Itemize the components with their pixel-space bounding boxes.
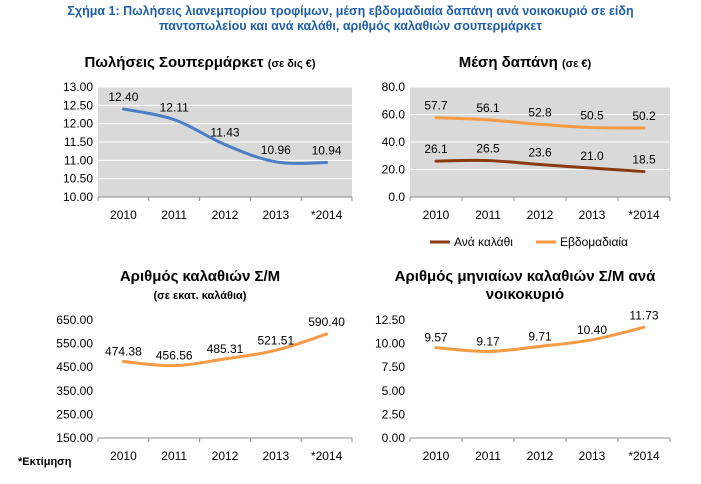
legend-label: Εβδομαδιαία	[560, 235, 628, 249]
data-label: 18.5	[632, 153, 656, 167]
data-label: 23.6	[528, 146, 552, 160]
chart-sales-title: Πωλήσεις Σουπερμάρκετ (σε δις €)	[40, 54, 360, 73]
x-tick-label: 2011	[475, 449, 501, 463]
chart-monthly-title-line2: νοικοκυριό	[485, 286, 565, 303]
chart-sales-unit: (σε δις €)	[267, 58, 316, 70]
x-tick-label: 2011	[475, 208, 501, 222]
chart-monthly-title-line1: Αριθμός μηνιαίων καλαθιών Σ/Μ ανά	[394, 268, 656, 285]
data-label: 521.51	[257, 333, 294, 347]
data-label: 485.31	[207, 342, 244, 356]
data-label: 10.96	[261, 143, 291, 157]
x-tick-label: 2011	[161, 208, 187, 222]
y-tick-label: 20.0	[382, 163, 406, 177]
x-tick-label: 2013	[579, 449, 606, 463]
figure-title-line2: παντοπωλείου και ανά καλάθι, αριθμός καλ…	[159, 19, 542, 33]
x-tick-label: 2013	[262, 449, 289, 463]
y-tick-label: 12.50	[63, 98, 93, 112]
data-label: 21.0	[580, 149, 604, 163]
data-label: 52.8	[528, 105, 552, 119]
data-label: 590.40	[308, 315, 345, 329]
x-tick-label: 2010	[110, 449, 137, 463]
chart-spend-title-text: Μέση δαπάνη	[458, 54, 558, 71]
y-tick-label: 250.00	[56, 407, 93, 421]
data-label: 9.71	[528, 329, 552, 343]
x-tick-label: 2012	[527, 208, 554, 222]
y-tick-label: 7.50	[382, 360, 406, 374]
y-tick-label: 40.0	[382, 135, 406, 149]
data-label: 26.1	[424, 142, 448, 156]
data-label: 12.40	[108, 90, 138, 104]
y-tick-label: 650.00	[56, 313, 93, 327]
data-label: 11.43	[210, 126, 239, 140]
chart-spend-unit: (σε €)	[561, 58, 592, 70]
y-tick-label: 11.50	[64, 135, 93, 149]
data-label: 50.5	[580, 109, 604, 123]
y-tick-label: 12.50	[375, 313, 405, 327]
x-tick-label: 2012	[212, 208, 239, 222]
chart-baskets-subtitle: (σε εκατ. καλάθια)	[153, 290, 247, 302]
chart-spend-title: Μέση δαπάνη (σε €)	[370, 54, 680, 73]
y-tick-label: 10.00	[63, 190, 93, 204]
y-tick-label: 80.0	[382, 80, 406, 94]
figure-title: Σχήμα 1: Πωλήσεις λιανεμπορίου τροφίμων,…	[0, 4, 701, 34]
figure-title-line1: Σχήμα 1: Πωλήσεις λιανεμπορίου τροφίμων,…	[67, 4, 634, 18]
x-tick-label: 2010	[423, 449, 450, 463]
x-tick-label: *2014	[628, 208, 660, 222]
x-tick-label: *2014	[628, 449, 660, 463]
y-tick-label: 550.00	[56, 337, 93, 351]
x-tick-label: 2013	[262, 208, 289, 222]
y-tick-label: 0.0	[388, 190, 405, 204]
y-tick-label: 10.00	[375, 337, 405, 351]
data-label: 50.2	[632, 109, 656, 123]
chart-monthly-title: Αριθμός μηνιαίων καλαθιών Σ/Μ ανά νοικοκ…	[370, 268, 680, 304]
y-tick-label: 5.00	[382, 384, 406, 398]
x-tick-label: *2014	[311, 449, 343, 463]
data-label: 10.94	[312, 144, 342, 158]
x-tick-label: 2011	[161, 449, 187, 463]
data-label: 56.1	[476, 101, 500, 115]
y-tick-label: 0.00	[382, 431, 406, 445]
x-tick-label: 2012	[212, 449, 239, 463]
legend-label: Ανά καλάθι	[454, 235, 513, 249]
x-tick-label: 2012	[527, 449, 554, 463]
footnote: *Εκτίμηση	[18, 456, 72, 468]
y-tick-label: 450.00	[56, 360, 93, 374]
y-tick-label: 350.00	[56, 384, 93, 398]
x-tick-label: 2010	[423, 208, 450, 222]
data-label: 456.56	[156, 349, 193, 363]
x-tick-label: 2010	[110, 208, 137, 222]
x-tick-label: 2013	[579, 208, 606, 222]
data-label: 26.5	[476, 142, 500, 156]
y-tick-label: 11.00	[64, 153, 93, 167]
y-tick-label: 10.50	[63, 172, 93, 186]
data-label: 11.73	[629, 308, 658, 322]
y-tick-label: 2.50	[382, 407, 406, 421]
data-label: 9.17	[476, 334, 500, 348]
data-label: 57.7	[424, 99, 448, 113]
data-label: 12.11	[160, 101, 189, 115]
y-tick-label: 13.00	[63, 80, 93, 94]
y-tick-label: 12.00	[63, 117, 93, 131]
y-tick-label: 60.0	[382, 108, 406, 122]
data-label: 474.38	[105, 344, 142, 358]
x-tick-label: *2014	[311, 208, 343, 222]
data-label: 10.40	[577, 323, 607, 337]
y-tick-label: 150.00	[56, 431, 93, 445]
data-label: 9.57	[424, 331, 448, 345]
chart-baskets-title: Αριθμός καλαθιών Σ/Μ	[119, 268, 281, 285]
chart-sales-title-text: Πωλήσεις Σουπερμάρκετ	[84, 54, 264, 71]
